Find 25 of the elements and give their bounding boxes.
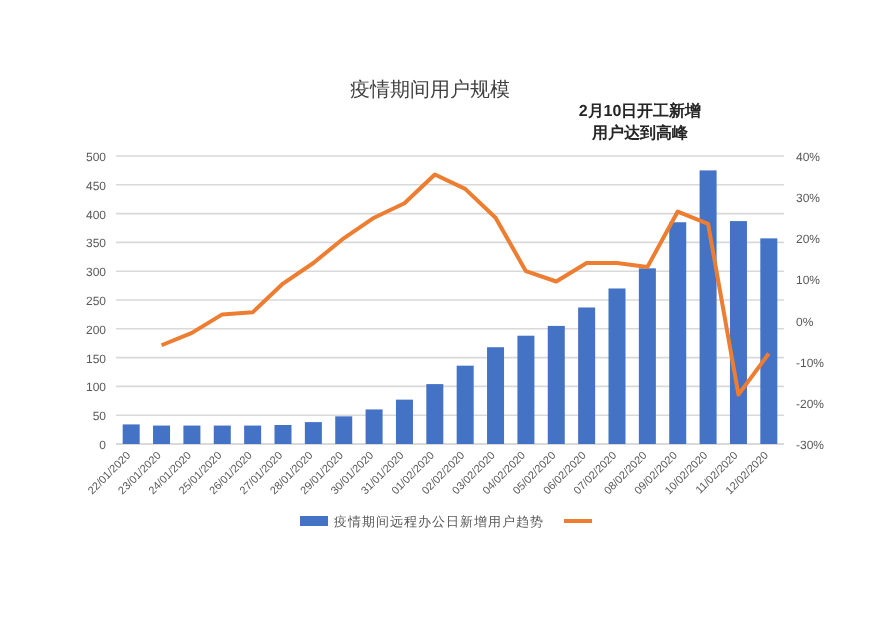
chart-title: 疫情期间用户规模 xyxy=(350,78,510,102)
line-series xyxy=(159,172,771,397)
bar xyxy=(426,384,444,444)
bar xyxy=(547,325,565,444)
bar xyxy=(669,222,687,444)
bar xyxy=(365,409,383,444)
text: 2月10日开工新增用户达到高峰 xyxy=(578,100,702,142)
bar xyxy=(122,424,140,444)
bar xyxy=(517,335,535,444)
bar xyxy=(456,365,474,444)
bar xyxy=(153,425,171,444)
bar xyxy=(274,424,292,444)
bar xyxy=(729,221,747,444)
bar xyxy=(335,416,353,444)
bar xyxy=(487,347,505,444)
bar xyxy=(638,268,656,444)
bar xyxy=(213,425,231,444)
bar xyxy=(183,425,201,444)
bar xyxy=(760,238,778,444)
bar xyxy=(608,288,626,444)
bar xyxy=(244,425,262,444)
bar xyxy=(578,307,596,444)
bar xyxy=(395,399,413,444)
bar xyxy=(699,170,717,444)
bar xyxy=(304,422,322,444)
